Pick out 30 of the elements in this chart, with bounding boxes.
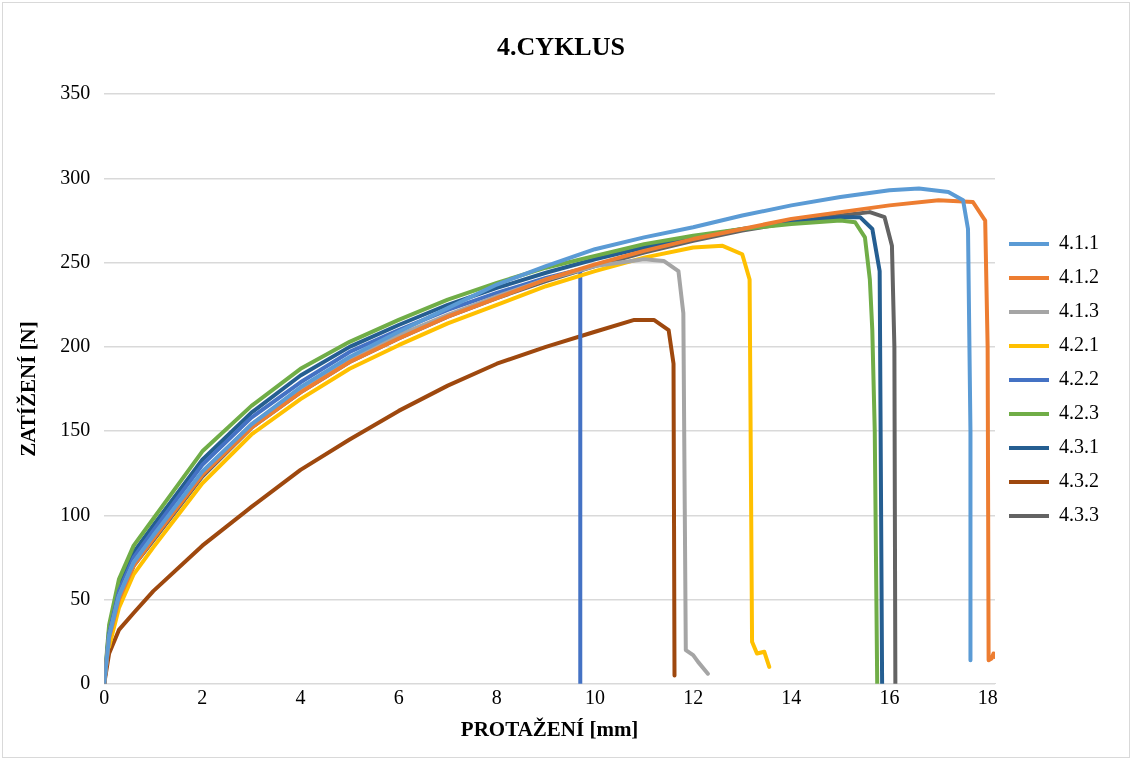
legend-label: 4.3.1 — [1059, 435, 1099, 458]
x-tick-label: 16 — [879, 686, 900, 709]
x-tick-label: 4 — [295, 686, 306, 709]
x-tick-label: 12 — [683, 686, 704, 709]
legend-label: 4.1.3 — [1059, 299, 1099, 322]
legend-label: 4.3.3 — [1059, 503, 1099, 526]
x-tick-label: 18 — [977, 686, 998, 709]
y-tick-label: 250 — [60, 249, 91, 272]
x-axis-title: PROTAŽENÍ [mm] — [460, 716, 639, 741]
y-tick-label: 350 — [60, 81, 91, 104]
chart-title: 4.CYKLUS — [497, 32, 625, 62]
y-tick-label: 150 — [60, 418, 91, 441]
y-tick-label: 50 — [70, 586, 91, 609]
x-tick-label: 0 — [99, 686, 110, 709]
x-tick-label: 6 — [393, 686, 404, 709]
y-axis-title: ZATÍŽENÍ [N] — [16, 321, 41, 457]
legend-label: 4.3.2 — [1059, 469, 1099, 492]
legend-label: 4.2.2 — [1059, 367, 1099, 390]
legend-label: 4.2.3 — [1059, 401, 1099, 424]
legend-label: 4.1.2 — [1059, 265, 1099, 288]
legend-label: 4.1.1 — [1059, 231, 1099, 254]
y-tick-label: 0 — [80, 671, 91, 694]
x-tick-label: 8 — [491, 686, 502, 709]
x-tick-label: 10 — [585, 686, 605, 709]
y-tick-label: 100 — [60, 502, 91, 525]
legend-label: 4.2.1 — [1059, 333, 1099, 356]
x-tick-label: 14 — [781, 686, 802, 709]
x-tick-label: 2 — [197, 686, 208, 709]
y-tick-label: 300 — [60, 165, 91, 188]
y-tick-label: 200 — [60, 334, 91, 357]
